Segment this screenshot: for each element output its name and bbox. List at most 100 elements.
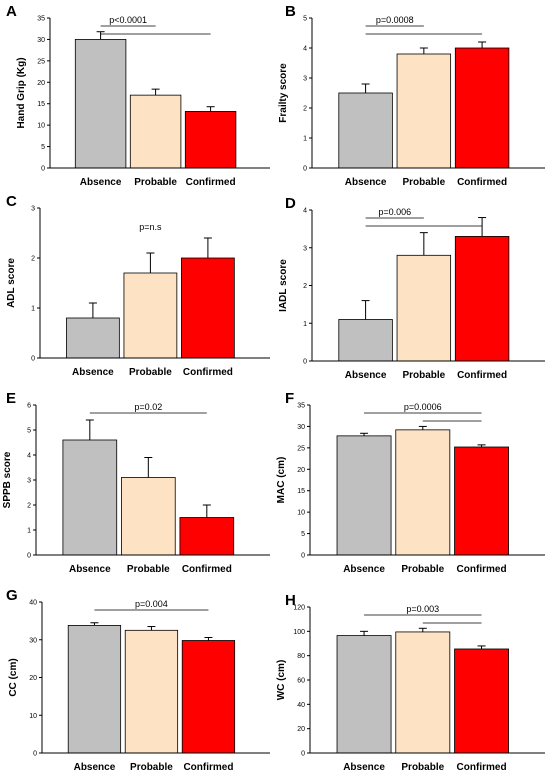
error-bar-h-confirmed <box>477 645 486 649</box>
error-bar-g-confirmed <box>204 636 213 641</box>
panel-letter-b: B <box>285 3 296 20</box>
y-tick-label-b: 1 <box>303 136 307 143</box>
error-bar-d-absence <box>361 300 370 320</box>
y-tick-label-h: 40 <box>297 702 305 709</box>
x-tick-label-h-confirmed: Confirmed <box>457 762 507 773</box>
p-value-label-b: p=0.0008 <box>376 15 414 25</box>
x-tick-label-b-absence: Absence <box>345 177 387 188</box>
x-tick-label-f-absence: Absence <box>343 564 385 575</box>
panel-letter-f: F <box>285 390 294 407</box>
y-axis-label-e: SPPB score <box>2 451 13 508</box>
bar-e-absence <box>62 439 118 556</box>
error-bar-d-confirmed <box>478 217 487 237</box>
p-value-label-e: p=0.02 <box>134 402 162 412</box>
y-tick-label-h: 60 <box>297 678 305 685</box>
bar-b-confirmed <box>454 47 510 169</box>
error-bar-d-probable <box>419 232 428 256</box>
p-value-label-d: p=0.006 <box>378 207 411 217</box>
error-bar-e-absence <box>85 419 94 440</box>
bar-h-probable <box>395 631 451 754</box>
y-tick-label-b: 4 <box>303 46 307 53</box>
panel-letter-d: D <box>285 195 296 212</box>
y-tick-label-h: 100 <box>293 629 305 636</box>
y-tick-label-b: 3 <box>303 76 307 83</box>
bar-f-confirmed <box>454 446 509 556</box>
y-tick-label-f: 15 <box>297 488 305 495</box>
x-tick-label-g-absence: Absence <box>74 762 116 773</box>
error-bar-a-probable <box>151 88 160 96</box>
y-tick-label-h: 0 <box>301 751 305 758</box>
x-tick-label-c-absence: Absence <box>72 367 114 378</box>
y-tick-label-a: 0 <box>41 166 45 173</box>
error-bar-h-probable <box>418 627 427 632</box>
y-tick-label-e: 5 <box>27 428 31 435</box>
bar-e-confirmed <box>179 517 235 556</box>
error-bar-e-confirmed <box>202 504 211 518</box>
bar-d-confirmed <box>454 236 510 362</box>
bar-f-absence <box>336 435 392 556</box>
x-tick-label-b-confirmed: Confirmed <box>457 177 507 188</box>
bar-a-confirmed <box>184 111 237 169</box>
panel-e: E 0 1 2 3 4 5 6 Absence Probable Confirmed SPPB sco… <box>2 390 270 575</box>
p-value-label-a: p<0.0001 <box>109 15 147 25</box>
x-tick-label-b-probable: Probable <box>402 177 445 188</box>
y-axis-label-g: CC (cm) <box>8 658 19 696</box>
y-tick-label-e: 1 <box>27 528 31 535</box>
error-bar-b-confirmed <box>478 41 487 48</box>
panel-letter-h: H <box>285 592 296 609</box>
y-tick-label-a: 5 <box>41 144 45 151</box>
y-tick-label-d: 0 <box>303 359 307 366</box>
y-tick-label-f: 5 <box>301 531 305 538</box>
panel-letter-g: G <box>6 587 18 604</box>
y-tick-label-a: 10 <box>37 123 45 130</box>
error-bar-g-probable <box>147 626 156 631</box>
y-tick-label-f: 10 <box>297 510 305 517</box>
y-tick-label-d: 4 <box>303 208 307 215</box>
y-tick-label-e: 4 <box>27 453 31 460</box>
x-tick-label-a-confirmed: Confirmed <box>186 177 236 188</box>
bar-a-absence <box>74 39 127 169</box>
y-tick-label-g: 20 <box>29 675 37 682</box>
bar-h-absence <box>336 635 392 754</box>
y-axis-label-b: Frailty score <box>278 63 289 123</box>
y-tick-label-e: 6 <box>27 403 31 410</box>
bar-e-probable <box>121 477 176 556</box>
bar-h-confirmed <box>454 648 509 754</box>
bar-a-probable <box>129 94 182 169</box>
bar-b-absence <box>338 92 393 169</box>
y-tick-label-c: 1 <box>31 306 35 313</box>
y-tick-label-f: 0 <box>301 553 305 560</box>
panel-b: B 0 1 2 3 4 5 Absence Probable Confirmed Frailty s… <box>278 3 545 188</box>
y-tick-label-a: 30 <box>37 37 45 44</box>
panel-h: H 0 20 40 60 80 100 120 Absence Probable Confirmed… <box>276 592 545 773</box>
y-tick-label-g: 10 <box>29 713 37 720</box>
bar-c-absence <box>66 317 120 359</box>
y-tick-label-e: 3 <box>27 478 31 485</box>
y-tick-label-d: 3 <box>303 245 307 252</box>
x-tick-label-h-absence: Absence <box>343 762 385 773</box>
x-tick-label-h-probable: Probable <box>401 762 444 773</box>
panel-letter-a: A <box>6 3 17 20</box>
x-tick-label-a-absence: Absence <box>80 177 122 188</box>
x-tick-label-f-confirmed: Confirmed <box>457 564 507 575</box>
error-bar-h-absence <box>360 630 369 636</box>
y-axis-label-c: ADL score <box>6 258 17 308</box>
error-bar-b-probable <box>419 47 428 54</box>
panel-g: G 0 10 20 30 40 Absence Probable Confirmed CC (cm… <box>6 587 270 773</box>
y-tick-label-f: 30 <box>297 424 305 431</box>
x-tick-label-c-confirmed: Confirmed <box>183 367 233 378</box>
bar-g-absence <box>67 625 122 754</box>
error-bar-f-probable <box>418 425 427 430</box>
y-tick-label-h: 20 <box>297 726 305 733</box>
bar-d-absence <box>338 319 393 362</box>
error-bar-g-absence <box>90 622 99 626</box>
y-tick-label-a: 15 <box>37 101 45 108</box>
y-tick-label-g: 30 <box>29 637 37 644</box>
y-tick-label-c: 3 <box>31 206 35 213</box>
error-bar-a-absence <box>96 31 105 40</box>
y-tick-label-b: 0 <box>303 166 307 173</box>
error-bar-c-absence <box>88 302 97 318</box>
y-tick-label-a: 35 <box>37 16 45 23</box>
x-tick-label-g-confirmed: Confirmed <box>183 762 233 773</box>
x-tick-label-e-probable: Probable <box>127 564 170 575</box>
